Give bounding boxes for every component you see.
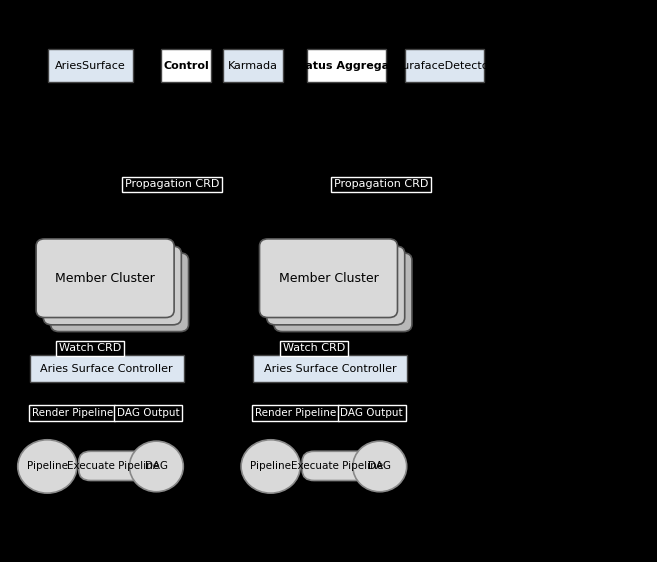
Text: Render Pipeline: Render Pipeline — [255, 408, 336, 418]
Text: Member Cluster: Member Cluster — [279, 271, 378, 285]
Bar — [161, 49, 210, 82]
Text: DAG Output: DAG Output — [340, 408, 403, 418]
FancyBboxPatch shape — [51, 253, 189, 332]
Bar — [30, 355, 184, 382]
Text: Propagation CRD: Propagation CRD — [125, 179, 219, 189]
FancyBboxPatch shape — [260, 239, 397, 318]
Text: Execuate Pipeline: Execuate Pipeline — [290, 461, 383, 471]
Text: Control: Control — [163, 61, 209, 71]
FancyBboxPatch shape — [267, 246, 405, 325]
Text: Karmada: Karmada — [228, 61, 278, 71]
Text: DAG: DAG — [145, 461, 168, 472]
Text: Pipeline: Pipeline — [27, 461, 68, 472]
Text: Aries Surface Controller: Aries Surface Controller — [41, 364, 173, 374]
Text: DAG: DAG — [368, 461, 392, 472]
Text: SurafaceDetector: SurafaceDetector — [395, 61, 493, 71]
Text: AriesSurface: AriesSurface — [55, 61, 126, 71]
Bar — [48, 49, 133, 82]
Text: Propagation CRD: Propagation CRD — [334, 179, 428, 189]
Ellipse shape — [353, 441, 407, 492]
FancyBboxPatch shape — [302, 451, 371, 481]
Ellipse shape — [241, 439, 300, 493]
Bar — [253, 355, 407, 382]
Text: Execuate Pipeline: Execuate Pipeline — [67, 461, 160, 471]
FancyBboxPatch shape — [43, 246, 181, 325]
Text: Pipeline: Pipeline — [250, 461, 291, 472]
Text: Watch CRD: Watch CRD — [59, 343, 122, 353]
Text: Status Aggregate: Status Aggregate — [292, 61, 402, 71]
Text: Member Cluster: Member Cluster — [55, 271, 155, 285]
FancyBboxPatch shape — [36, 239, 174, 318]
Text: Render Pipeline: Render Pipeline — [32, 408, 113, 418]
Bar — [223, 49, 283, 82]
Bar — [307, 49, 386, 82]
Ellipse shape — [18, 439, 77, 493]
FancyBboxPatch shape — [274, 253, 412, 332]
Bar — [405, 49, 484, 82]
Text: Watch CRD: Watch CRD — [283, 343, 345, 353]
Ellipse shape — [129, 441, 183, 492]
Text: Aries Surface Controller: Aries Surface Controller — [264, 364, 396, 374]
FancyBboxPatch shape — [79, 451, 148, 481]
Text: DAG Output: DAG Output — [117, 408, 179, 418]
